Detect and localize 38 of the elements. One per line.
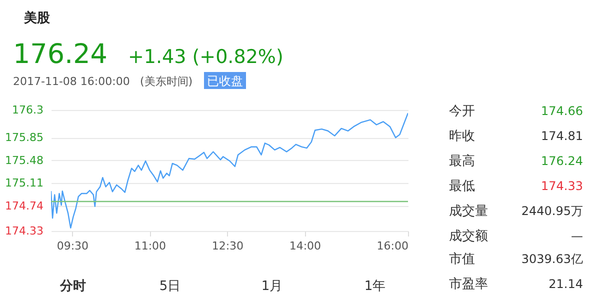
text: (美东时间): [140, 75, 193, 88]
y-tick-label: 174.74: [5, 199, 44, 212]
y-tick-label: 175.11: [5, 176, 44, 190]
text: 已收盘: [207, 74, 243, 88]
text: 21.14: [548, 277, 583, 291]
x-tick-label: 14:00: [289, 240, 322, 252]
text: 176.24: [541, 154, 583, 168]
x-tick-label: 11:00: [134, 240, 166, 252]
text: 市值: [449, 252, 475, 267]
text: 2017-11-08 16:00:00: [13, 75, 130, 88]
text: 176.24: [13, 39, 108, 70]
text: 174.66: [541, 104, 583, 118]
text: 成交额: [449, 228, 488, 244]
text: 174.33: [541, 179, 583, 193]
text: 5日: [159, 279, 181, 294]
text: 最高: [449, 153, 475, 169]
y-tick-label: 174.33: [5, 224, 44, 238]
text: 成交量: [449, 203, 488, 219]
y-tick-label: 175.48: [5, 154, 44, 167]
y-tick-label: 176.3: [12, 104, 44, 116]
text: 分时: [59, 279, 86, 294]
x-tick-label: 12:30: [212, 240, 244, 252]
text: 市盈率: [449, 276, 488, 292]
text: 美股: [23, 10, 51, 26]
text: 1月: [261, 279, 283, 294]
line-series: [51, 112, 408, 229]
text: 最低: [449, 179, 475, 194]
x-tick-label: 16:00: [376, 240, 408, 252]
text: 174.81: [541, 129, 583, 143]
text: 1年: [364, 279, 386, 294]
text: 昨收: [449, 129, 475, 144]
text: —: [571, 229, 583, 243]
y-tick-label: 175.85: [5, 131, 44, 144]
text: 今开: [449, 104, 475, 119]
text: 3039.63亿: [521, 252, 583, 266]
text: +1.43 (+0.82%): [128, 46, 284, 68]
x-tick-label: 09:30: [56, 240, 89, 252]
text: 2440.95万: [521, 204, 583, 218]
